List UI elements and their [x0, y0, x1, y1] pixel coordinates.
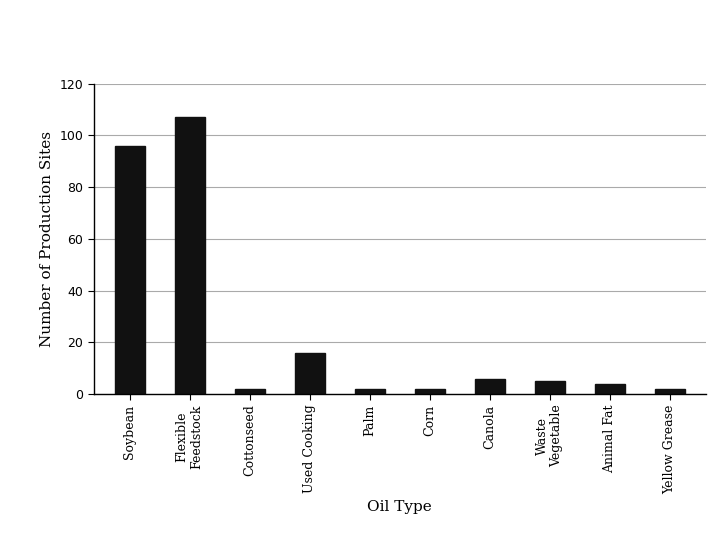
Bar [535, 381, 564, 394]
Text: 17. US Biodiesel raw materials use, 2007: 17. US Biodiesel raw materials use, 2007 [107, 16, 613, 36]
Bar [595, 384, 625, 394]
Bar [654, 389, 685, 394]
Bar [294, 353, 325, 394]
Y-axis label: Number of Production Sites: Number of Production Sites [40, 131, 54, 347]
X-axis label: Oil Type: Oil Type [367, 500, 432, 514]
Bar [175, 117, 204, 394]
Text: (“Biofuels”, Taylor and Francis, 2008).: (“Biofuels”, Taylor and Francis, 2008). [165, 48, 555, 66]
Bar [474, 379, 505, 394]
Bar [114, 146, 145, 394]
Bar [235, 389, 265, 394]
Bar [355, 389, 384, 394]
Bar [415, 389, 445, 394]
